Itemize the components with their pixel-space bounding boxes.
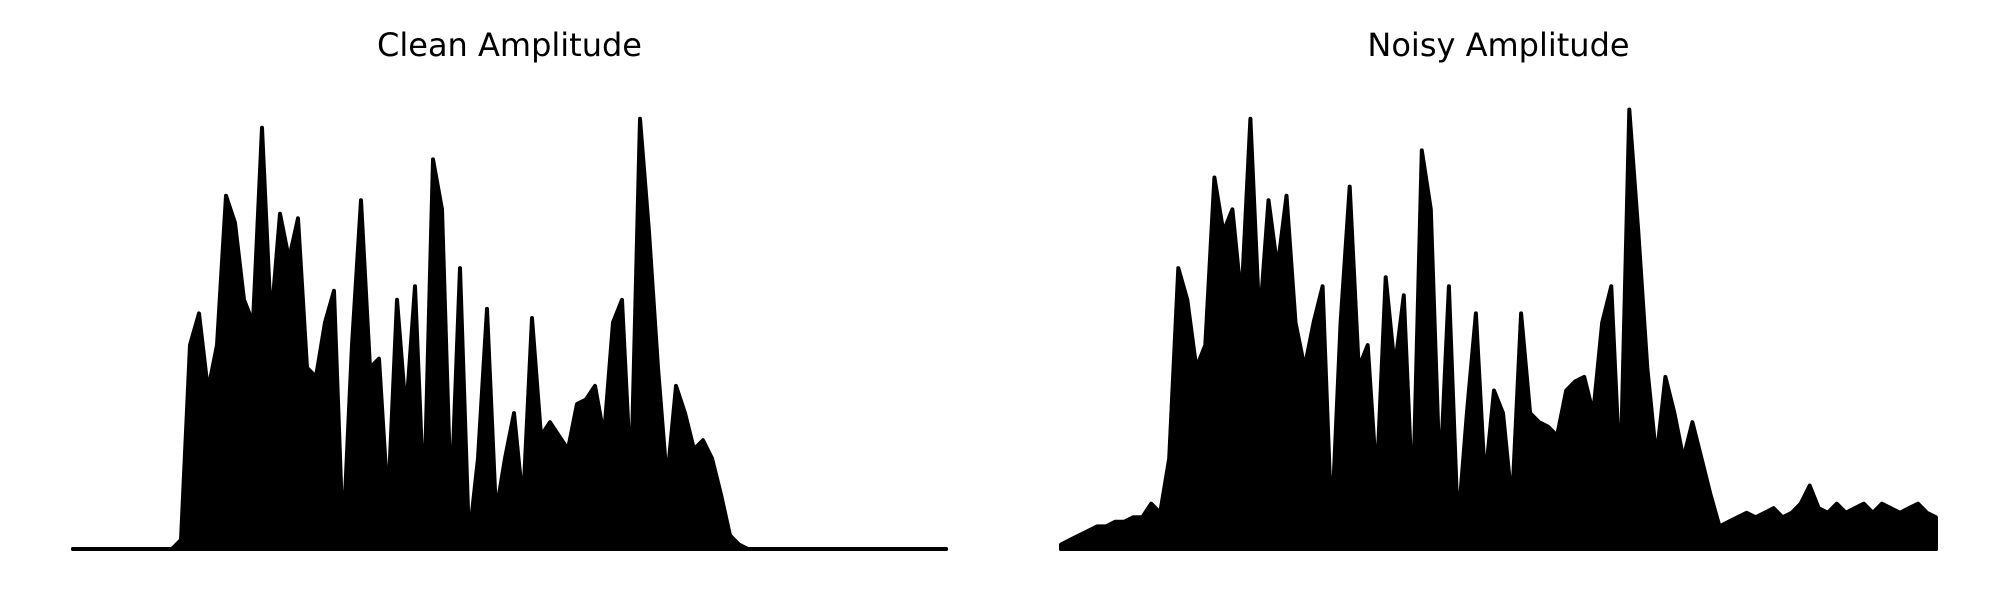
chart-title: Noisy Amplitude	[1367, 26, 1629, 64]
amplitude-area	[71, 116, 948, 551]
amplitude-area	[1059, 107, 1938, 551]
chart-title: Clean Amplitude	[377, 26, 642, 64]
